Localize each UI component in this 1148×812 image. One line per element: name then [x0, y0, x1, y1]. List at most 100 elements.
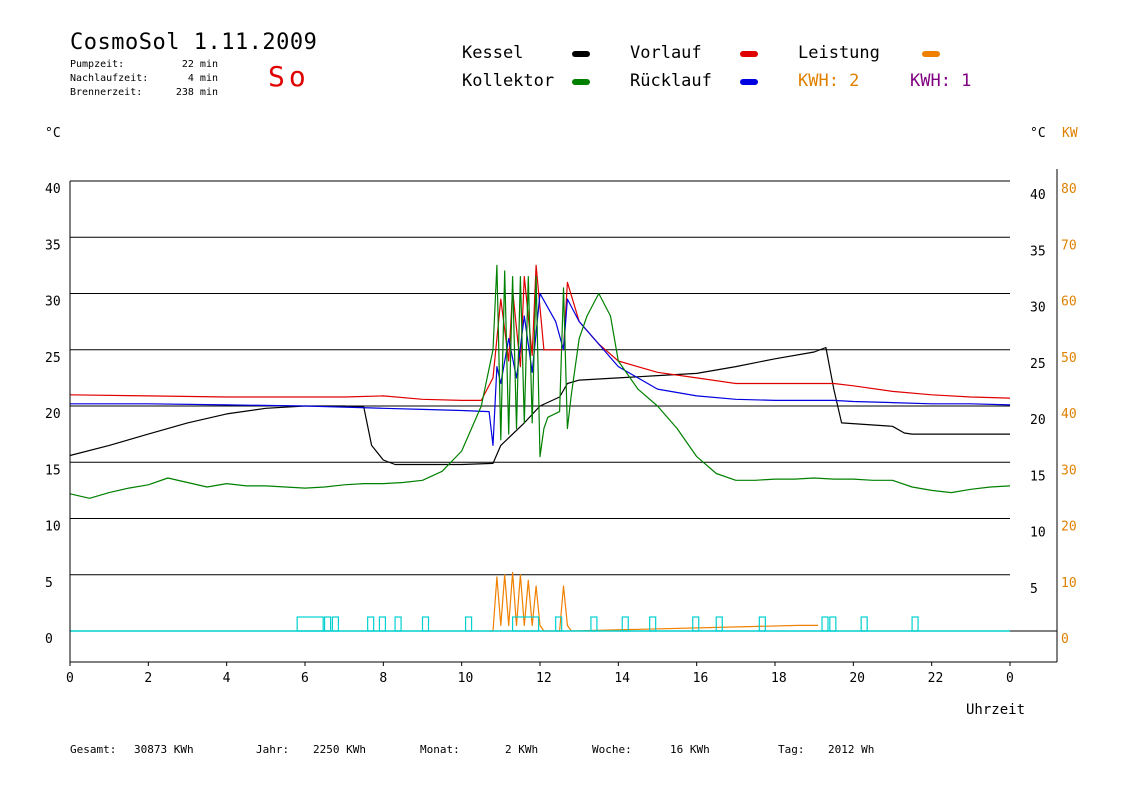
x-tick-label-8: 16 [693, 671, 709, 686]
axis-layer: 0510152025303540510152025303540010203040… [45, 169, 1077, 686]
y-tick-left-35: 35 [45, 238, 61, 253]
y-tick-kw-20: 20 [1061, 520, 1077, 535]
x-tick-label-1: 2 [144, 671, 152, 686]
series-pumpe-pulse-17 [829, 616, 837, 632]
y-tick-left-10: 10 [45, 520, 61, 535]
footer-monat-value: 2 KWh [505, 743, 539, 756]
series-pumpe-pulse-4 [378, 616, 387, 632]
x-tick-label-7: 14 [614, 671, 630, 686]
footer-gesamt-value: 30873 KWh [134, 743, 194, 756]
legend-ruecklauf-swatch [740, 79, 758, 85]
series-pumpe-pulse-15 [758, 616, 766, 632]
y-tick-right-20: 20 [1030, 413, 1046, 428]
y-tick-left-15: 15 [45, 463, 61, 478]
legend-leistung-swatch [922, 51, 940, 57]
footer-gesamt-label: Gesamt: [70, 743, 117, 756]
series-pumpe-pulse-18 [860, 616, 868, 632]
series-pumpe-pulse-19 [911, 616, 919, 632]
y-tick-kw-50: 50 [1061, 351, 1077, 366]
series-pumpe-pulse-8 [511, 616, 540, 632]
y-tick-kw-30: 30 [1061, 463, 1077, 478]
y-tick-left-40: 40 [45, 182, 61, 197]
footer-tag-label: Tag: [778, 743, 805, 756]
y-tick-kw-0: 0 [1061, 632, 1069, 647]
stat-nachlaufzeit-value: 4 min [187, 73, 218, 84]
series-pumpe-pulse-12 [649, 616, 657, 632]
legend-vorlauf-swatch [740, 51, 758, 57]
x-axis-title: Uhrzeit [966, 702, 1025, 718]
y-tick-left-25: 25 [45, 351, 61, 366]
legend-kollektor-label: Kollektor [462, 71, 555, 91]
x-tick-label-6: 12 [536, 671, 552, 686]
x-tick-label-0: 0 [66, 671, 74, 686]
y-tick-right-10: 10 [1030, 526, 1046, 541]
legend-kessel-label: Kessel [462, 43, 524, 63]
legend-vorlauf-label: Vorlauf [630, 43, 702, 63]
y-tick-right-35: 35 [1030, 244, 1046, 259]
series-leistung-line [489, 571, 819, 632]
stat-brennerzeit-label: Brennerzeit: [70, 87, 143, 98]
series-pumpe-pulse-6 [421, 616, 430, 632]
y-axis-left-unit: °C [45, 126, 61, 141]
stat-nachlaufzeit-label: Nachlaufzeit: [70, 73, 149, 84]
series-layer [69, 264, 1011, 632]
stat-pumpzeit-value: 22 min [181, 59, 218, 70]
footer-jahr-value: 2250 KWh [313, 743, 366, 756]
y-tick-kw-80: 80 [1061, 182, 1077, 197]
legend-leistung-label: Leistung [798, 43, 880, 63]
legend-kessel-swatch [572, 51, 590, 57]
x-tick-label-9: 18 [771, 671, 787, 686]
x-tick-label-4: 8 [379, 671, 387, 686]
y-tick-left-5: 5 [45, 576, 53, 591]
series-pumpe-pulse-13 [692, 616, 700, 632]
y-tick-right-5: 5 [1030, 582, 1038, 597]
stat-pumpzeit-label: Pumpzeit: [70, 59, 125, 70]
legend-ruecklauf-label: Rücklauf [630, 71, 712, 91]
x-tick-label-5: 10 [458, 671, 474, 686]
legend-kwh-total: KWH: 2 [798, 71, 860, 91]
series-pumpe-pulse-5 [394, 616, 402, 632]
y-tick-kw-40: 40 [1061, 407, 1077, 422]
y-tick-kw-60: 60 [1061, 295, 1077, 310]
weekday-label: So [268, 60, 310, 93]
series-vorlauf-line [69, 264, 1011, 401]
y-tick-right-15: 15 [1030, 469, 1046, 484]
y-axis-kw-unit: KW [1062, 126, 1078, 141]
x-tick-label-2: 4 [223, 671, 231, 686]
grid-layer [70, 180, 1010, 576]
footer-tag-value: 2012 Wh [828, 743, 875, 756]
x-tick-label-11: 22 [928, 671, 944, 686]
y-axis-right-unit: °C [1030, 126, 1046, 141]
footer-woche-value: 16 KWh [670, 743, 710, 756]
series-pumpe-pulse-1 [323, 616, 332, 632]
footer-woche-label: Woche: [592, 743, 632, 756]
series-kollektor-line [69, 264, 1011, 499]
y-tick-right-30: 30 [1030, 301, 1046, 316]
series-pumpe-pulse-2 [331, 616, 340, 632]
series-pumpe-pulse-9 [555, 616, 563, 632]
y-tick-kw-70: 70 [1061, 238, 1077, 253]
y-tick-left-30: 30 [45, 295, 61, 310]
footer-jahr-label: Jahr: [256, 743, 290, 756]
series-pumpe-pulse-10 [590, 616, 598, 632]
y-tick-kw-10: 10 [1061, 576, 1077, 591]
x-tick-label-10: 20 [849, 671, 865, 686]
y-tick-left-20: 20 [45, 407, 61, 422]
chart-title: CosmoSol 1.11.2009 [70, 30, 318, 55]
y-tick-left-0: 0 [45, 632, 53, 647]
series-pumpe-pulse-3 [367, 616, 375, 632]
stat-brennerzeit-value: 238 min [175, 87, 218, 98]
legend-kollektor-swatch [572, 79, 590, 85]
x-tick-label-12: 0 [1006, 671, 1014, 686]
series-pumpe-pulse-7 [464, 616, 473, 632]
y-tick-right-25: 25 [1030, 357, 1046, 372]
series-rcklauf-line [70, 292, 1011, 446]
y-tick-right-40: 40 [1030, 188, 1046, 203]
footer-monat-label: Monat: [420, 743, 460, 756]
series-pumpe-pulse-16 [821, 616, 829, 632]
series-pumpe-pulse-11 [621, 616, 629, 632]
series-pumpe-pulse-0 [296, 616, 324, 632]
series-pumpe-pulse-14 [715, 616, 723, 632]
legend-kwh-secondary: KWH: 1 [910, 71, 972, 91]
x-tick-label-3: 6 [301, 671, 309, 686]
